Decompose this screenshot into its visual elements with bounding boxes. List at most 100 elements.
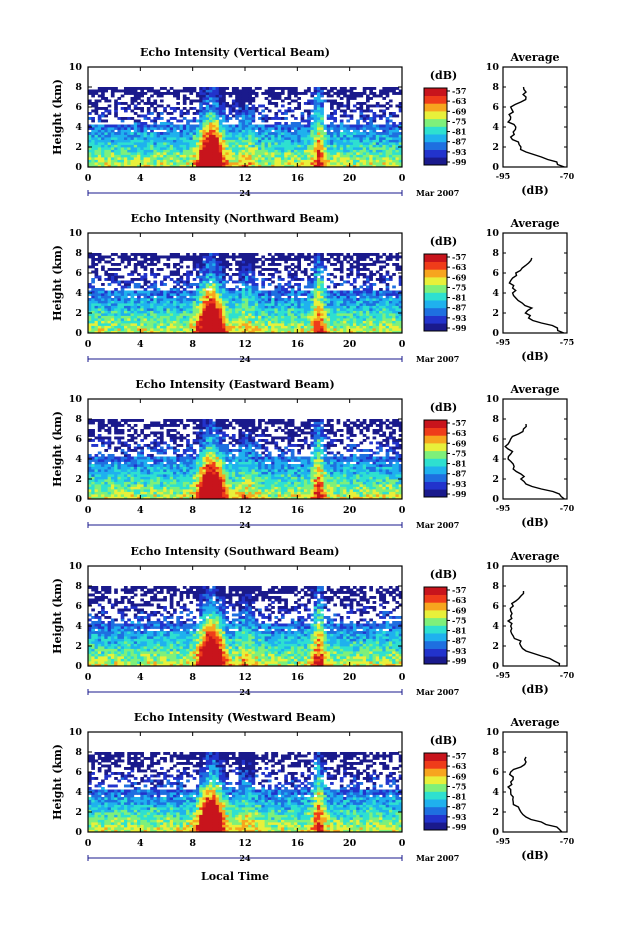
heatmap-cell	[252, 306, 256, 309]
heatmap-cell	[337, 107, 341, 110]
heatmap-cell	[131, 278, 135, 281]
heatmap-cell	[382, 142, 386, 145]
heatmap-cell	[330, 301, 334, 304]
heatmap-cell	[274, 125, 278, 128]
heatmap-cell	[330, 95, 334, 98]
heatmap-cell	[216, 160, 220, 163]
heatmap-cell	[281, 140, 285, 143]
heatmap-cell	[189, 306, 193, 309]
heatmap-cell	[350, 298, 354, 301]
heatmap-cell	[157, 162, 161, 165]
heatmap-cell	[340, 125, 344, 128]
heatmap-cell	[343, 112, 347, 115]
heatmap-cell	[373, 132, 377, 135]
heatmap-cell	[219, 273, 223, 276]
heatmap-cell	[114, 90, 118, 93]
heatmap-cell	[127, 328, 131, 331]
heatmap-cell	[163, 132, 167, 135]
heatmap-cell	[379, 127, 383, 130]
heatmap-cell	[144, 288, 148, 291]
heatmap-cell	[219, 150, 223, 153]
heatmap-cell	[301, 308, 305, 311]
heatmap-cell	[216, 102, 220, 105]
heatmap-cell	[252, 268, 256, 271]
heatmap-cell	[274, 87, 278, 90]
y-tick-label: 4	[75, 122, 82, 133]
heatmap-cell	[274, 162, 278, 165]
heatmap-cell	[176, 256, 180, 259]
heatmap-cell	[327, 157, 331, 160]
heatmap-cell	[216, 266, 220, 269]
heatmap-cell	[261, 120, 265, 123]
heatmap-cell	[245, 160, 249, 163]
heatmap-cell	[232, 137, 236, 140]
heatmap-cell	[199, 296, 203, 299]
heatmap-cell	[202, 135, 206, 138]
heatmap-cell	[229, 276, 233, 279]
heatmap-cell	[297, 152, 301, 155]
heatmap-cell	[140, 90, 144, 93]
heatmap-cell	[366, 301, 370, 304]
heatmap-cell	[209, 92, 213, 95]
heatmap-cell	[199, 293, 203, 296]
heatmap-cell	[137, 308, 141, 311]
heatmap-cell	[222, 273, 226, 276]
heatmap-cell	[284, 157, 288, 160]
heatmap-cell	[111, 127, 115, 130]
heatmap-cell	[350, 135, 354, 138]
heatmap-cell	[350, 306, 354, 309]
heatmap-cell	[301, 313, 305, 316]
heatmap-cell	[131, 135, 135, 138]
heatmap-cell	[271, 140, 275, 143]
heatmap-cell	[202, 301, 206, 304]
heatmap-cell	[274, 92, 278, 95]
heatmap-cell	[219, 125, 223, 128]
heatmap-cell	[288, 271, 292, 274]
heatmap-cell	[301, 145, 305, 148]
heatmap-cell	[137, 140, 141, 143]
heatmap-cell	[382, 253, 386, 256]
heatmap-cell	[258, 130, 262, 133]
heatmap-cell	[242, 95, 246, 98]
heatmap-cell	[294, 278, 298, 281]
heatmap-cell	[219, 142, 223, 145]
heatmap-cell	[330, 147, 334, 150]
heatmap-cell	[127, 316, 131, 319]
heatmap-cell	[98, 155, 102, 158]
heatmap-cell	[114, 311, 118, 314]
heatmap-cell	[232, 90, 236, 93]
heatmap-cell	[252, 107, 256, 110]
heatmap-cell	[252, 303, 256, 306]
heatmap-cell	[366, 162, 370, 165]
heatmap-cell	[265, 323, 269, 326]
heatmap-cell	[140, 321, 144, 324]
heatmap-cell	[216, 316, 220, 319]
heatmap-cell	[180, 266, 184, 269]
heatmap-cell	[150, 253, 154, 256]
heatmap-cell	[245, 308, 249, 311]
heatmap-cell	[310, 150, 314, 153]
heatmap-cell	[389, 296, 393, 299]
heatmap-cell	[242, 256, 246, 259]
heatmap-cell	[261, 117, 265, 120]
heatmap-cell	[363, 115, 367, 118]
heatmap-cell	[320, 102, 324, 105]
heatmap-cell	[317, 142, 321, 145]
heatmap-cell	[330, 112, 334, 115]
heatmap-cell	[297, 157, 301, 160]
heatmap-cell	[294, 140, 298, 143]
heatmap-cell	[124, 157, 128, 160]
heatmap-cell	[196, 326, 200, 329]
heatmap-cell	[124, 107, 128, 110]
heatmap-cell	[382, 152, 386, 155]
heatmap-cell	[245, 313, 249, 316]
heatmap-cell	[340, 92, 344, 95]
heatmap-cell	[91, 90, 95, 93]
heatmap-cell	[229, 140, 233, 143]
heatmap-cell	[176, 326, 180, 329]
heatmap-cell	[222, 278, 226, 281]
heatmap-cell	[307, 286, 311, 289]
heatmap-cell	[278, 276, 282, 279]
heatmap-cell	[327, 258, 331, 261]
heatmap-cell	[359, 145, 363, 148]
